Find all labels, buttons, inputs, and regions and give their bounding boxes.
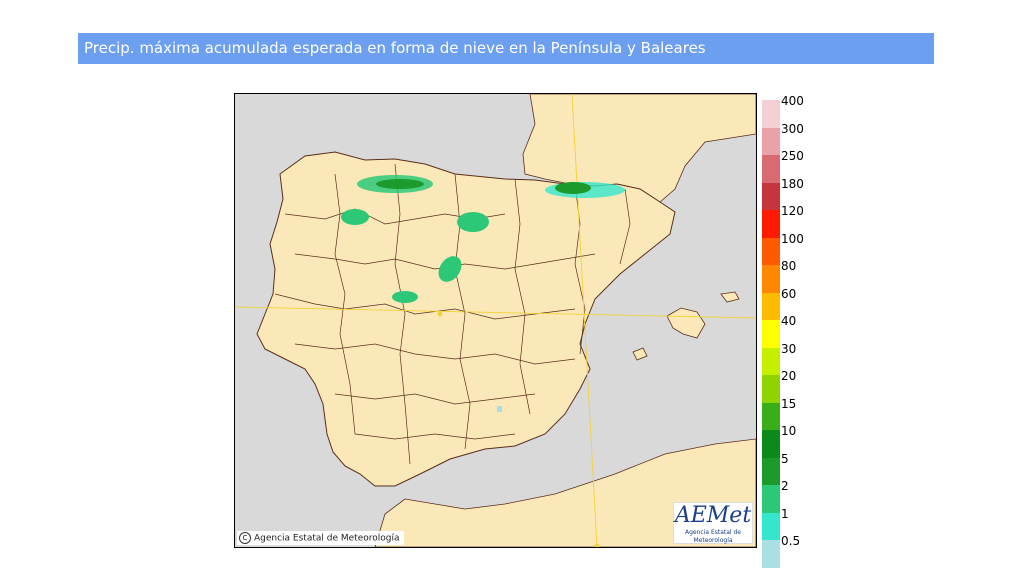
- color-scale-legend: [762, 100, 782, 568]
- legend-swatch: [762, 100, 780, 128]
- legend-swatch: [762, 430, 780, 458]
- legend-label: 80: [781, 259, 797, 273]
- copyright-notice: C Agencia Estatal de Meteorología: [237, 531, 404, 545]
- land-menorca: [720, 291, 740, 303]
- land-mallorca: [666, 307, 706, 339]
- legend-swatch: [762, 127, 780, 155]
- legend-swatch: [762, 485, 780, 513]
- legend-label: 1: [781, 506, 789, 521]
- legend-swatch: [762, 512, 780, 540]
- map-frame: C Agencia Estatal de Meteorología AEMet A…: [234, 93, 757, 548]
- legend-label: 60: [781, 286, 797, 301]
- legend-swatch: [762, 320, 780, 348]
- aemet-logo-word: AEMet: [674, 503, 752, 528]
- legend-swatch: [762, 457, 780, 485]
- legend-label: 100: [781, 231, 804, 246]
- legend-label: 250: [781, 149, 804, 163]
- legend-label: 20: [781, 369, 797, 383]
- legend-swatch: [762, 375, 780, 403]
- legend-label: 15: [781, 396, 797, 411]
- land-iberia: [256, 151, 676, 487]
- page-title: Precip. máxima acumulada esperada en for…: [78, 33, 934, 64]
- copyright-text: Agencia Estatal de Meteorología: [254, 533, 400, 544]
- legend-swatch: [762, 182, 780, 210]
- legend-label: 2: [781, 479, 789, 493]
- aemet-logo: AEMet Agencia Estatal de Meteorología: [673, 502, 753, 544]
- legend-label: 30: [781, 341, 797, 356]
- legend-label: 5: [781, 451, 789, 466]
- copyright-icon: C: [239, 532, 251, 544]
- land-ibiza: [632, 347, 648, 361]
- land-africa: [374, 438, 756, 547]
- snow-patches: [341, 175, 625, 412]
- legend-swatch: [762, 155, 780, 183]
- legend-label: 180: [781, 176, 804, 191]
- legend-swatch: [762, 540, 780, 568]
- legend-swatch: [762, 237, 780, 265]
- legend-swatch: [762, 210, 780, 238]
- legend-swatch: [762, 265, 780, 293]
- legend-label: 120: [781, 204, 804, 218]
- legend-label: 0.5: [781, 534, 801, 548]
- map-canvas: [235, 94, 756, 547]
- legend-swatch: [762, 347, 780, 375]
- legend-swatch: [762, 292, 780, 320]
- legend-swatch: [762, 402, 780, 430]
- legend-label: 400: [781, 94, 804, 108]
- aemet-logo-subtitle: Agencia Estatal de Meteorología: [684, 529, 741, 544]
- legend-label: 40: [781, 314, 797, 328]
- province-borders: [274, 163, 631, 465]
- legend-label: 300: [781, 121, 804, 136]
- legend-label: 10: [781, 424, 797, 438]
- graticule: [235, 94, 756, 547]
